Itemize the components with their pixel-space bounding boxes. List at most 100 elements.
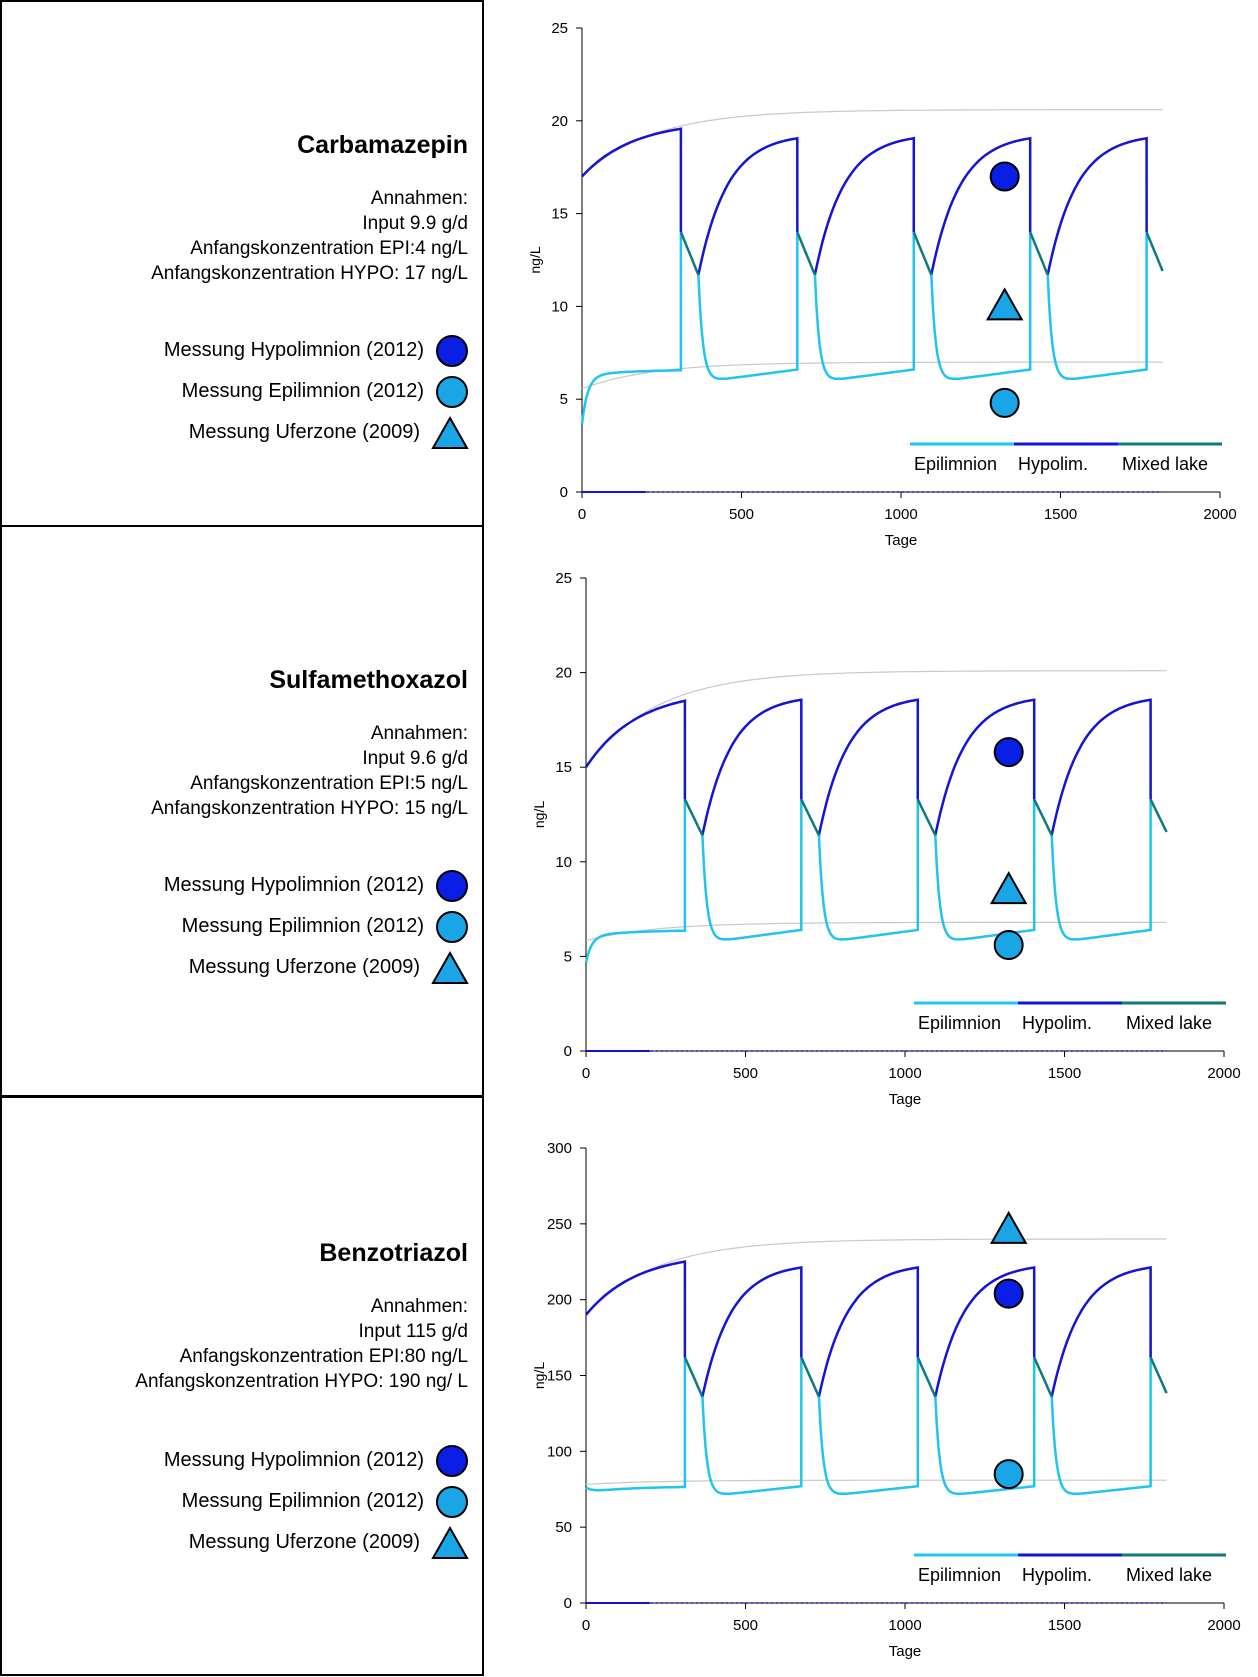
hypo-measurement-point: [993, 1278, 1024, 1309]
y-tick-label: 25: [551, 20, 568, 37]
x-tick-label: 2000: [1207, 1065, 1240, 1082]
equilibrium-hypo-curve: [581, 109, 1163, 177]
y-tick-label: 250: [547, 1216, 572, 1233]
measurement-legend: Messung Hypolimnion (2012) Messung Epili…: [164, 1440, 470, 1563]
legend-label: Mixed lake: [1126, 1565, 1212, 1585]
y-tick-label: 10: [555, 854, 572, 871]
y-axis-label: ng/L: [531, 1362, 547, 1389]
y-tick-label: 300: [547, 1140, 572, 1157]
info-text: Carbamazepin Annahmen: Input 9.9 g/d Anf…: [151, 130, 468, 286]
y-tick-label: 200: [547, 1292, 572, 1309]
legend-epi: Messung Epilimnion (2012): [164, 906, 470, 947]
legend-ufer-label: Messung Uferzone (2009): [188, 1531, 420, 1553]
measurement-legend: Messung Hypolimnion (2012) Messung Epili…: [164, 330, 470, 453]
y-tick-label: 15: [551, 206, 568, 223]
x-axis-label: Tage: [889, 1091, 922, 1108]
mixed-lake-line: [916, 798, 937, 836]
chart-sulfamethoxazol: 0 5 10 15 20 25 0 500 1000 1500 2000 Tage ng/L Epilim…: [531, 570, 1241, 1108]
x-tick-label: 1000: [884, 506, 917, 523]
x-axis-label: Tage: [889, 1643, 922, 1660]
legend-label: Hypolim.: [1018, 454, 1088, 474]
mixed-lake-line: [1149, 1356, 1168, 1394]
hypo-measurement-point: [993, 737, 1024, 768]
ufer-measurement-point: [989, 871, 1028, 905]
assumptions-heading: Annahmen:: [370, 1296, 468, 1317]
equilibrium-epi-curve: [585, 1479, 1167, 1485]
y-axis-label: ng/L: [531, 801, 547, 828]
legend-label: Epilimnion: [918, 1013, 1001, 1033]
x-tick-label: 1500: [1048, 1617, 1081, 1634]
mixed-lake-line: [679, 231, 700, 276]
x-tick-label: 2000: [1203, 506, 1236, 523]
x-axis-label: Tage: [885, 532, 918, 549]
y-tick-label: 100: [547, 1443, 572, 1460]
info-text: Benzotriazol Annahmen: Input 115 g/d Anf…: [135, 1238, 468, 1394]
info-box: Sulfamethoxazol Annahmen: Input 9.6 g/d …: [0, 525, 484, 1097]
epi-marker-icon: [436, 910, 468, 943]
panel-sulfamethoxazol: Sulfamethoxazol Annahmen: Input 9.6 g/d …: [0, 525, 1258, 1118]
legend-label: Hypolim.: [1022, 1013, 1092, 1033]
y-tick-label: 0: [564, 1043, 572, 1060]
legend-hypo: Messung Hypolimnion (2012): [164, 330, 470, 371]
y-tick-label: 50: [555, 1519, 572, 1536]
x-tick-label: 500: [733, 1617, 758, 1634]
epilimnion-line: [580, 232, 1148, 425]
mixed-lake-line: [796, 231, 817, 276]
measurement-legend: Messung Hypolimnion (2012) Messung Epili…: [164, 865, 470, 988]
y-tick-label: 0: [560, 484, 568, 501]
y-tick-label: 20: [551, 113, 568, 130]
legend-hypo-label: Messung Hypolimnion (2012): [163, 874, 424, 896]
x-tick-label: 500: [733, 1065, 758, 1082]
y-axis-label: ng/L: [527, 246, 543, 273]
hypo-marker-icon: [436, 334, 468, 367]
epilimnion-line: [584, 799, 1152, 963]
mixed-lake-line: [1149, 798, 1168, 833]
compound-title: Benzotriazol: [319, 1239, 468, 1267]
legend-hypo-label: Messung Hypolimnion (2012): [163, 1449, 424, 1471]
y-tick-label: 0: [564, 1595, 572, 1612]
epi-measurement-point: [989, 387, 1020, 418]
legend-hypo: Messung Hypolimnion (2012): [164, 1440, 470, 1481]
legend-label: Hypolim.: [1022, 1565, 1092, 1585]
legend-label: Epilimnion: [914, 454, 997, 474]
mixed-lake-line: [800, 1356, 821, 1398]
legend-ufer: Messung Uferzone (2009): [164, 412, 470, 453]
epi-measurement-point: [993, 1459, 1024, 1490]
assumption-hypo: Anfangskonzentration HYPO: 17 ng/L: [151, 263, 468, 284]
compound-title: Carbamazepin: [297, 131, 468, 159]
assumption-epi: Anfangskonzentration EPI:5 ng/L: [190, 773, 468, 794]
ufer-measurement-point: [989, 1210, 1028, 1244]
legend-epi-label: Messung Epilimnion (2012): [181, 380, 424, 402]
ufer-marker-icon: [431, 950, 469, 984]
epi-marker-icon: [436, 375, 468, 408]
assumption-epi: Anfangskonzentration EPI:80 ng/L: [179, 1346, 468, 1367]
y-tick-label: 5: [564, 948, 572, 965]
hypo-marker-icon: [436, 1444, 468, 1477]
mixed-lake-line: [683, 1356, 704, 1398]
legend-label: Mixed lake: [1122, 454, 1208, 474]
info-box: Carbamazepin Annahmen: Input 9.9 g/d Anf…: [0, 0, 484, 527]
assumption-input: Input 9.6 g/d: [362, 748, 468, 769]
y-tick-label: 5: [560, 391, 568, 408]
legend-hypo-label: Messung Hypolimnion (2012): [163, 339, 424, 361]
x-tick-label: 500: [729, 506, 754, 523]
hypolimnion-line: [585, 1260, 1152, 1397]
legend-ufer: Messung Uferzone (2009): [164, 1522, 470, 1563]
x-tick-label: 1500: [1048, 1065, 1081, 1082]
legend-ufer: Messung Uferzone (2009): [164, 947, 470, 988]
mixed-lake-line: [1029, 231, 1049, 276]
hypolimnion-line: [581, 127, 1148, 276]
y-tick-label: 25: [555, 570, 572, 587]
assumptions-heading: Annahmen:: [370, 723, 468, 744]
equilibrium-hypo-curve: [585, 1238, 1167, 1316]
assumptions: Annahmen: Input 9.9 g/d Anfangskonzentra…: [151, 186, 468, 286]
ufer-measurement-point: [985, 287, 1024, 321]
assumption-hypo: Anfangskonzentration HYPO: 190 ng/ L: [135, 1371, 468, 1392]
x-tick-label: 0: [578, 506, 586, 523]
y-tick-label: 20: [555, 665, 572, 682]
hypolimnion-line: [584, 698, 1152, 836]
x-tick-label: 0: [582, 1065, 590, 1082]
legend-epi-label: Messung Epilimnion (2012): [181, 1490, 424, 1512]
assumption-hypo: Anfangskonzentration HYPO: 15 ng/L: [151, 798, 468, 819]
assumptions-heading: Annahmen:: [370, 188, 468, 209]
